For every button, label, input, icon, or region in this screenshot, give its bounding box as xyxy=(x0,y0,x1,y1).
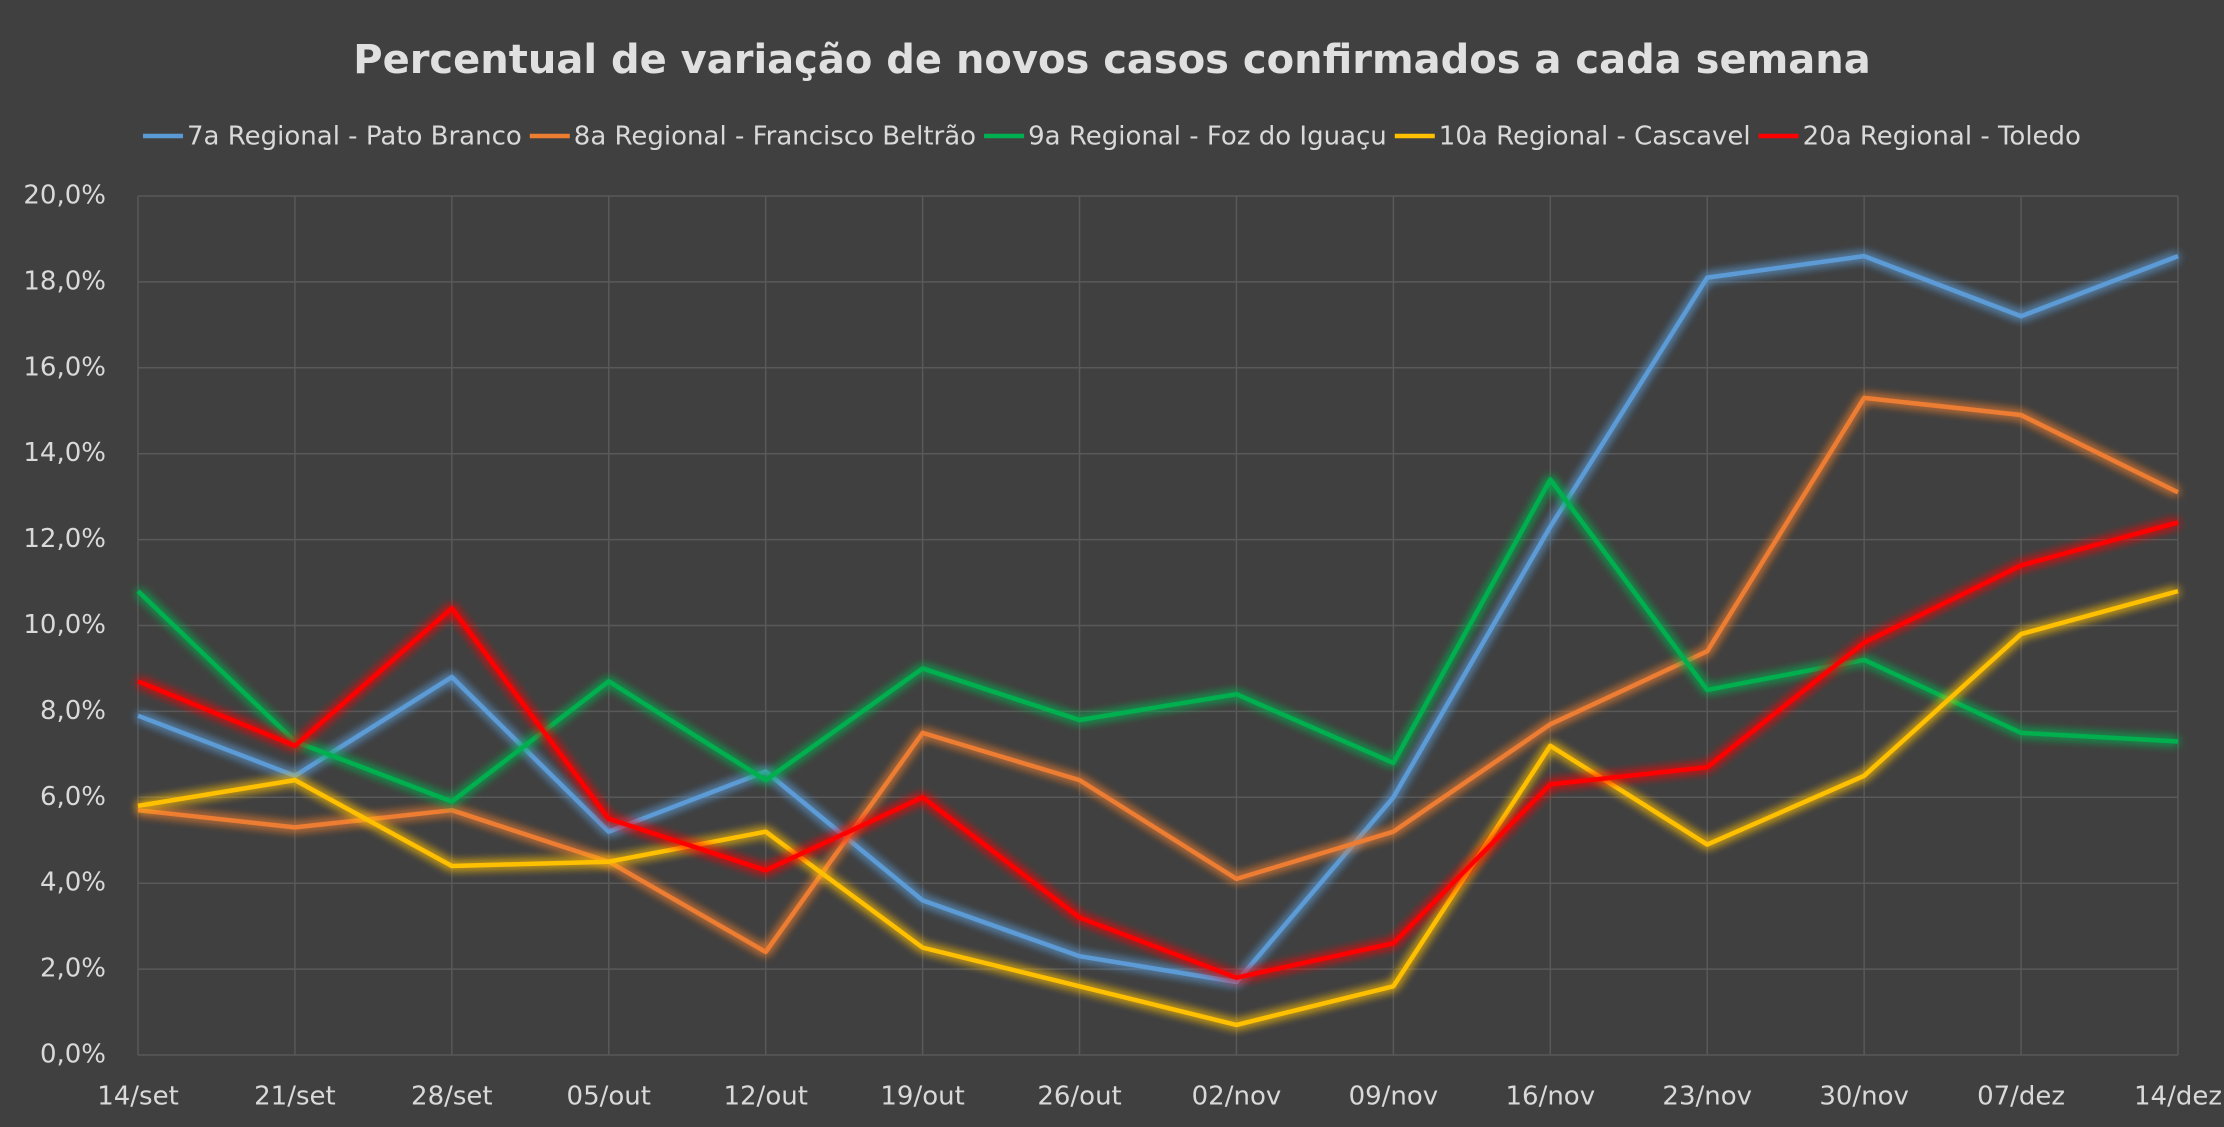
y-tick-label: 2,0% xyxy=(40,954,106,984)
legend-label: 20a Regional - Toledo xyxy=(1803,122,2081,152)
x-tick-label: 07/dez xyxy=(1977,1082,2065,1112)
x-tick-label: 19/out xyxy=(880,1082,964,1112)
x-tick-label: 21/set xyxy=(254,1082,336,1112)
y-tick-label: 0,0% xyxy=(40,1040,106,1070)
legend-label: 10a Regional - Cascavel xyxy=(1439,122,1751,152)
x-tick-label: 02/nov xyxy=(1192,1082,1282,1112)
legend-label: 8a Regional - Francisco Beltrão xyxy=(574,122,976,152)
legend: 7a Regional - Pato Branco 8a Regional - F… xyxy=(143,122,2081,152)
series-line xyxy=(137,253,2179,985)
x-tick-label: 26/out xyxy=(1037,1082,1121,1112)
x-tick-label: 28/set xyxy=(411,1082,493,1112)
y-tick-label: 6,0% xyxy=(40,782,106,812)
legend-label: 7a Regional - Pato Branco xyxy=(187,122,522,152)
x-tick-label: 30/nov xyxy=(1819,1082,1909,1112)
y-tick-label: 12,0% xyxy=(23,524,106,554)
x-tick-label: 23/nov xyxy=(1662,1082,1752,1112)
x-tick-label: 12/out xyxy=(723,1082,807,1112)
y-tick-label: 10,0% xyxy=(23,610,106,640)
y-tick-label: 8,0% xyxy=(40,696,106,726)
x-tick-label: 05/out xyxy=(567,1082,651,1112)
y-tick-label: 18,0% xyxy=(23,266,106,296)
grid: 0,0% 2,0% 4,0% 6,0% 8,0% 10,0% 12,0% 14,0% 16,0%… xyxy=(23,181,2222,1112)
series-line xyxy=(137,395,2179,955)
series-line xyxy=(137,588,2179,1028)
series-line xyxy=(137,520,2179,980)
legend-label: 9a Regional - Foz do Iguaçu xyxy=(1028,122,1387,152)
y-tick-label: 20,0% xyxy=(23,181,106,211)
y-tick-label: 4,0% xyxy=(40,868,106,898)
x-tick-label: 16/nov xyxy=(1505,1082,1595,1112)
chart-title: Percentual de variação de novos casos co… xyxy=(353,37,1870,83)
x-tick-label: 09/nov xyxy=(1349,1082,1439,1112)
x-tick-label: 14/dez xyxy=(2134,1082,2222,1112)
plot xyxy=(136,253,2179,1028)
y-tick-label: 16,0% xyxy=(23,352,106,382)
y-tick-label: 14,0% xyxy=(23,438,106,468)
x-tick-label: 14/set xyxy=(97,1082,179,1112)
